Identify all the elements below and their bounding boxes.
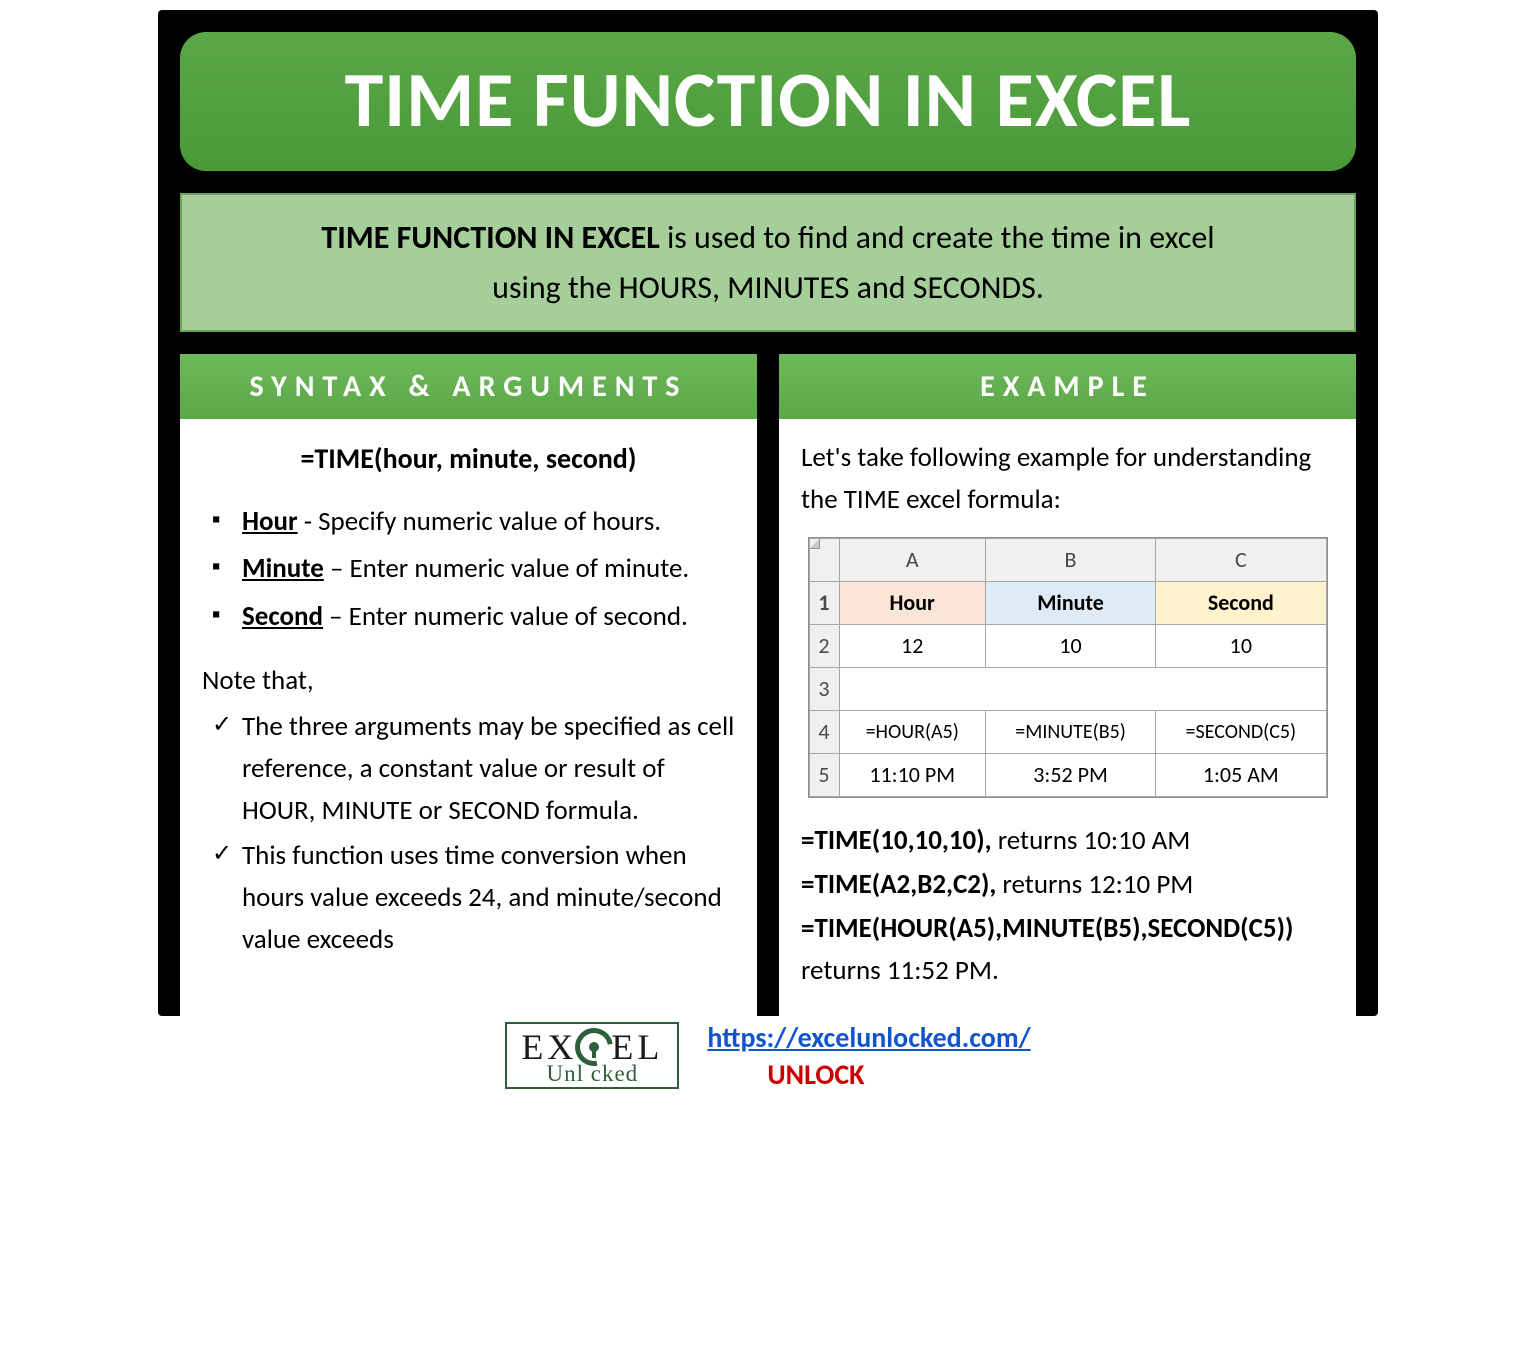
excel-cell <box>839 668 1326 711</box>
excel-cell: 3:52 PM <box>985 754 1155 797</box>
excel-row-num: 3 <box>809 668 839 711</box>
excel-cell: 10 <box>985 625 1155 668</box>
example-body: Let's take following example for underst… <box>779 419 1356 1016</box>
excel-col-letter: C <box>1156 538 1326 581</box>
excel-cell: =SECOND(C5) <box>1156 711 1326 754</box>
argument-list: Hour - Specify numeric value of hours. M… <box>202 501 735 639</box>
logo-text-right: EL <box>611 1029 663 1065</box>
excel-cell: Hour <box>839 581 985 624</box>
excel-cell: 12 <box>839 625 985 668</box>
note-heading: Note that, <box>202 660 735 702</box>
example-line: =TIME(A2,B2,C2), returns 12:10 PM <box>801 864 1334 906</box>
example-result: returns 12:10 PM <box>996 868 1193 901</box>
excel-cell: 1:05 AM <box>1156 754 1326 797</box>
excel-table: A B C 1 Hour Minute Second 2 12 <box>809 538 1327 798</box>
argument-item: Minute – Enter numeric value of minute. <box>208 548 735 590</box>
logo-text-left: EX <box>521 1029 577 1065</box>
excel-cell: 11:10 PM <box>839 754 985 797</box>
excel-table-wrap: A B C 1 Hour Minute Second 2 12 <box>808 537 1328 799</box>
title-bar: TIME FUNCTION IN EXCEL <box>180 32 1356 171</box>
excel-col-letters-row: A B C <box>809 538 1326 581</box>
note-list: The three arguments may be specified as … <box>202 706 735 961</box>
intro-bold: TIME FUNCTION IN EXCEL <box>321 218 659 257</box>
argument-name: Second <box>242 600 323 633</box>
example-intro: Let's take following example for underst… <box>801 437 1334 521</box>
intro-bar: TIME FUNCTION IN EXCEL is used to find a… <box>180 193 1356 332</box>
excel-result-row: 5 11:10 PM 3:52 PM 1:05 AM <box>809 754 1326 797</box>
excel-formula-row: 4 =HOUR(A5) =MINUTE(B5) =SECOND(C5) <box>809 711 1326 754</box>
example-results: =TIME(10,10,10), returns 10:10 AM =TIME(… <box>801 820 1334 991</box>
footer: EX EL Unl cked https://excelunlocked.com… <box>158 1006 1378 1100</box>
excel-cell: Second <box>1156 581 1326 624</box>
excel-col-letter: B <box>985 538 1155 581</box>
example-line: =TIME(10,10,10), returns 10:10 AM <box>801 820 1334 862</box>
excel-cell: Minute <box>985 581 1155 624</box>
note-item: The three arguments may be specified as … <box>208 706 735 832</box>
footer-unlock: UNLOCK <box>767 1057 1030 1092</box>
excel-blank-row: 3 <box>809 668 1326 711</box>
argument-desc: - Specify numeric value of hours. <box>298 505 662 538</box>
argument-name: Hour <box>242 505 298 538</box>
argument-desc: – Enter numeric value of minute. <box>324 552 689 585</box>
footer-url[interactable]: https://excelunlocked.com/ <box>707 1020 1030 1055</box>
logo-top: EX EL <box>521 1028 663 1066</box>
example-result: returns 10:10 AM <box>992 824 1191 857</box>
example-formula: =TIME(HOUR(A5),MINUTE(B5),SECOND(C5)) <box>801 912 1293 945</box>
excel-col-letter: A <box>839 538 985 581</box>
intro-rest-1: is used to find and create the time in e… <box>660 218 1215 257</box>
excel-row-num: 5 <box>809 754 839 797</box>
syntax-column: SYNTAX & ARGUMENTS =TIME(hour, minute, s… <box>180 354 757 1016</box>
example-result: returns 11:52 PM. <box>801 954 999 987</box>
logo: EX EL Unl cked <box>505 1022 679 1089</box>
excel-data-row: 2 12 10 10 <box>809 625 1326 668</box>
excel-cell: 10 <box>1156 625 1326 668</box>
argument-desc: – Enter numeric value of second. <box>323 600 688 633</box>
excel-select-all <box>809 538 839 581</box>
infographic-card: TIME FUNCTION IN EXCEL TIME FUNCTION IN … <box>158 10 1378 1016</box>
excel-header-row: 1 Hour Minute Second <box>809 581 1326 624</box>
syntax-body: =TIME(hour, minute, second) Hour - Speci… <box>180 419 757 987</box>
example-formula: =TIME(A2,B2,C2), <box>801 868 996 901</box>
note-item: This function uses time conversion when … <box>208 835 735 961</box>
example-formula: =TIME(10,10,10), <box>801 824 992 857</box>
syntax-heading: SYNTAX & ARGUMENTS <box>180 354 757 419</box>
argument-name: Minute <box>242 552 324 585</box>
page-title: TIME FUNCTION IN EXCEL <box>190 52 1346 147</box>
columns: SYNTAX & ARGUMENTS =TIME(hour, minute, s… <box>180 354 1356 1016</box>
excel-cell: =HOUR(A5) <box>839 711 985 754</box>
footer-links: https://excelunlocked.com/ UNLOCK <box>707 1020 1030 1092</box>
argument-item: Hour - Specify numeric value of hours. <box>208 501 735 543</box>
excel-cell: =MINUTE(B5) <box>985 711 1155 754</box>
excel-row-num: 1 <box>809 581 839 624</box>
excel-row-num: 4 <box>809 711 839 754</box>
example-heading: EXAMPLE <box>779 354 1356 419</box>
example-column: EXAMPLE Let's take following example for… <box>779 354 1356 1016</box>
formula-syntax: =TIME(hour, minute, second) <box>202 437 735 480</box>
argument-item: Second – Enter numeric value of second. <box>208 596 735 638</box>
intro-line-2: using the HOURS, MINUTES and SECONDS. <box>492 268 1044 307</box>
example-line: =TIME(HOUR(A5),MINUTE(B5),SECOND(C5)) re… <box>801 908 1334 992</box>
excel-row-num: 2 <box>809 625 839 668</box>
